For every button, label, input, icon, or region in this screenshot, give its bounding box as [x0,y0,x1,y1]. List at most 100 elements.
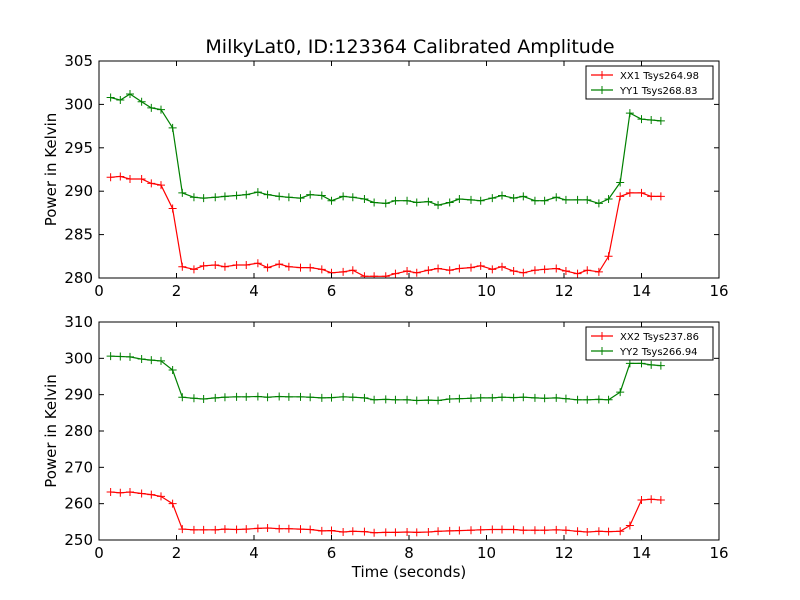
data-point-0-1-9 [199,194,208,203]
data-point-0-1-11 [220,192,229,201]
y-tick-label-1-0: 250 [64,531,93,549]
data-point-1-0-40 [530,526,539,535]
data-point-1-0-29 [412,528,421,537]
data-point-0-0-39 [519,268,528,277]
data-point-1-0-26 [381,528,390,537]
data-point-0-1-19 [306,190,315,199]
data-point-1-1-39 [519,393,528,402]
data-point-0-1-12 [232,191,241,200]
data-point-0-0-34 [467,263,475,272]
data-point-1-0-24 [360,527,369,536]
data-point-0-0-40 [530,266,539,275]
data-point-0-1-24 [360,195,369,204]
data-point-1-0-32 [445,526,454,535]
data-point-0-1-8 [189,193,198,202]
data-point-0-1-26 [381,199,390,208]
x-tick-label-0-1: 2 [172,282,182,300]
data-point-0-1-34 [467,195,475,204]
data-point-0-1-4 [147,103,156,112]
data-point-1-0-3 [137,489,146,498]
data-point-0-0-45 [583,266,592,275]
data-point-1-0-31 [434,527,443,536]
data-point-0-1-5 [157,105,165,114]
data-point-0-0-18 [296,263,305,272]
data-point-1-0-18 [296,525,305,534]
data-point-1-1-32 [445,395,454,404]
data-point-0-1-31 [434,201,443,210]
x-tick-label-0-7: 14 [632,282,651,300]
data-point-1-0-51 [647,495,656,504]
data-point-0-1-15 [263,190,272,199]
data-point-0-0-43 [561,267,570,276]
data-point-0-1-52 [656,116,665,125]
data-point-1-0-16 [275,524,284,533]
data-point-0-0-16 [275,260,284,269]
y-tick-label-0-1: 285 [64,226,93,244]
data-point-1-1-29 [412,396,421,405]
data-point-1-0-21 [327,526,336,535]
data-point-1-1-28 [403,395,412,404]
data-point-1-0-34 [467,526,475,535]
data-point-0-0-19 [306,263,315,272]
data-point-1-1-49 [625,359,634,368]
data-point-0-1-42 [552,193,561,202]
x-tick-label-0-6: 12 [554,282,573,300]
x-tick-label-1-2: 4 [249,544,259,562]
data-point-1-1-24 [360,393,369,402]
data-point-0-0-5 [157,181,165,190]
data-point-1-0-2 [126,488,134,497]
data-point-1-0-13 [242,525,251,534]
data-point-0-0-13 [242,260,251,269]
data-point-0-0-36 [488,265,497,274]
data-point-0-1-10 [211,193,220,202]
x-tick-label-1-6: 12 [554,544,573,562]
data-point-0-1-51 [647,116,656,125]
data-point-1-1-7 [178,393,187,402]
data-point-1-0-35 [476,525,485,534]
data-point-1-1-17 [284,392,293,401]
data-point-1-1-19 [306,393,315,402]
data-point-1-1-25 [370,395,379,404]
data-point-1-1-52 [656,361,665,370]
data-point-1-1-41 [540,394,549,403]
data-point-1-1-11 [220,393,229,402]
data-point-0-1-33 [455,195,464,204]
bottom-panel: 0 2 4 6 8 10 12 14 16 250 260 270 280 290 300 310 Power … [42,313,729,581]
data-point-0-0-31 [434,264,443,273]
y-axis-label-1: Power in Kelvin [42,374,60,488]
data-point-0-1-29 [412,198,421,207]
data-point-0-0-8 [189,265,198,274]
series-line-0-0 [110,175,661,277]
x-tick-label-1-0: 0 [94,544,104,562]
data-point-1-1-21 [327,393,336,402]
data-point-0-0-15 [263,263,272,272]
data-point-0-1-38 [509,194,518,203]
data-point-0-0-17 [284,262,293,271]
data-point-0-0-29 [412,268,421,277]
x-tick-label-0-2: 4 [249,282,259,300]
data-point-0-1-17 [284,193,293,202]
data-point-1-0-39 [519,526,528,535]
data-point-1-1-46 [594,395,603,404]
data-point-0-0-28 [403,267,412,276]
data-point-1-1-2 [126,352,134,361]
data-point-0-1-47 [604,195,613,204]
data-point-0-1-32 [445,198,454,207]
data-point-1-0-25 [370,528,379,537]
data-point-0-0-14 [253,259,262,268]
data-point-0-1-7 [178,188,187,197]
x-tick-label-0-3: 6 [327,282,337,300]
data-point-0-0-30 [424,266,433,275]
data-point-0-0-51 [647,192,656,201]
data-point-0-1-48 [616,178,625,187]
series-line-1-0 [110,491,661,534]
data-point-0-1-25 [370,198,379,207]
data-point-1-1-10 [211,393,220,402]
data-point-1-1-9 [199,395,208,404]
x-tick-label-1-4: 8 [404,544,414,562]
data-point-1-0-14 [253,524,262,533]
data-point-0-0-50 [637,188,646,197]
data-point-1-1-4 [147,356,156,365]
legend-marker-0-1 [598,86,606,94]
